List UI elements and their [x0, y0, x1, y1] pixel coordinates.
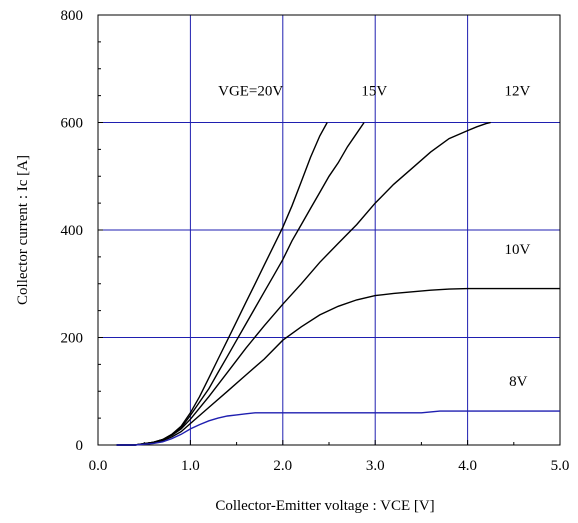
- series-label: 8V: [509, 374, 528, 390]
- series-line: [116, 121, 491, 446]
- grid-lines: [98, 15, 560, 445]
- y-axis-title: Collector current : Ic [A]: [15, 155, 31, 305]
- x-tick-label: 5.0: [551, 458, 570, 474]
- x-tick-label: 2.0: [273, 458, 292, 474]
- x-axis-title: Collector-Emitter voltage : VCE [V]: [215, 498, 434, 514]
- series-labels: VGE=20V 15V 12V 10V 8V: [218, 84, 530, 390]
- y-tick-label: 200: [61, 331, 84, 347]
- series-label: VGE=20V: [218, 84, 283, 100]
- y-tick-label: 600: [61, 116, 84, 132]
- x-tick-labels: 0.0 1.0 2.0 3.0 4.0 5.0: [89, 458, 570, 474]
- series-line: [116, 410, 560, 446]
- series-label: 15V: [361, 84, 387, 100]
- series-label: 12V: [505, 84, 531, 100]
- x-tick-label: 1.0: [181, 458, 200, 474]
- x-tick-label: 0.0: [89, 458, 108, 474]
- y-tick-label: 400: [61, 223, 84, 239]
- y-tick-label: 0: [76, 438, 84, 454]
- series-line: [116, 122, 365, 446]
- x-tick-label: 4.0: [458, 458, 477, 474]
- series-line: [116, 287, 560, 446]
- y-tick-label: 800: [61, 8, 84, 24]
- plot-frame: [97, 14, 561, 446]
- y-tick-labels: 0 200 400 600 800: [61, 8, 84, 454]
- series-group: [116, 121, 560, 446]
- x-tick-label: 3.0: [366, 458, 385, 474]
- series-label: 10V: [505, 242, 531, 258]
